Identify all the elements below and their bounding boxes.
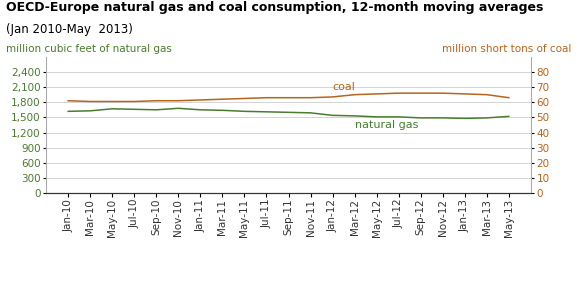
Text: million cubic feet of natural gas: million cubic feet of natural gas	[6, 44, 171, 54]
Text: OECD-Europe natural gas and coal consumption, 12-month moving averages: OECD-Europe natural gas and coal consump…	[6, 1, 543, 14]
Text: natural gas: natural gas	[355, 120, 418, 130]
Text: (Jan 2010-May  2013): (Jan 2010-May 2013)	[6, 23, 133, 36]
Text: coal: coal	[332, 82, 355, 92]
Text: million short tons of coal: million short tons of coal	[442, 44, 571, 54]
